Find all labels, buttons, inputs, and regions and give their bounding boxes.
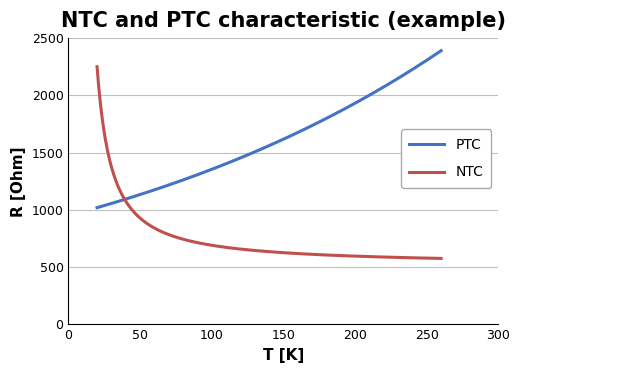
PTC xyxy=(93,205,101,210)
Y-axis label: R [Ohm]: R [Ohm] xyxy=(11,146,26,217)
NTC xyxy=(298,252,305,256)
Line: NTC: NTC xyxy=(97,67,441,258)
X-axis label: T [K]: T [K] xyxy=(263,348,304,363)
NTC xyxy=(259,249,266,254)
NTC xyxy=(375,255,383,259)
PTC xyxy=(298,128,305,133)
NTC xyxy=(279,251,287,255)
NTC xyxy=(257,249,265,253)
NTC xyxy=(93,64,101,69)
NTC xyxy=(429,256,436,261)
PTC xyxy=(257,147,265,152)
PTC xyxy=(279,137,287,141)
Line: PTC: PTC xyxy=(97,51,441,208)
Title: NTC and PTC characteristic (example): NTC and PTC characteristic (example) xyxy=(61,11,506,31)
PTC xyxy=(429,54,436,58)
PTC xyxy=(259,146,266,151)
PTC xyxy=(375,88,383,92)
PTC xyxy=(437,49,445,53)
NTC xyxy=(437,256,445,261)
Legend: PTC, NTC: PTC, NTC xyxy=(401,129,491,188)
